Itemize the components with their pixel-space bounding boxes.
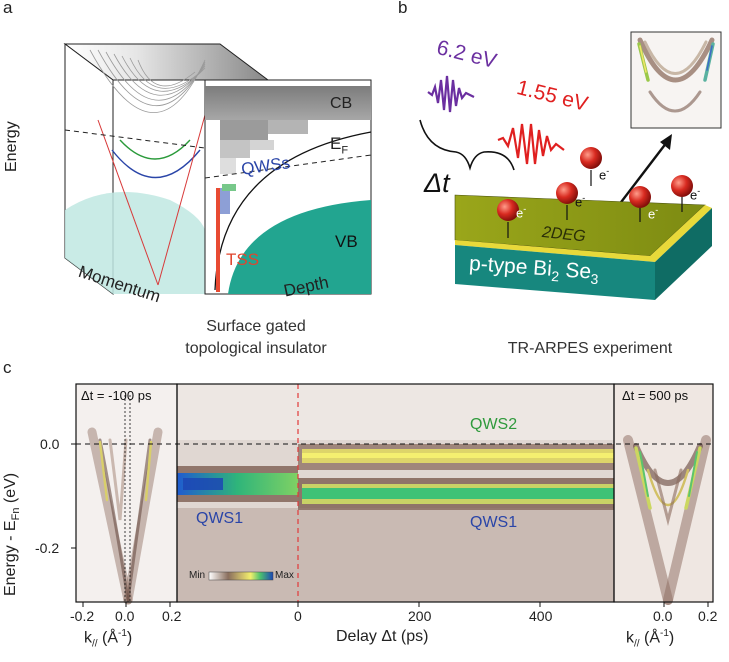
- colorbar-min-label: Min: [189, 570, 206, 581]
- material-sub-2: 3: [590, 270, 599, 288]
- left-k-close: ): [126, 629, 133, 647]
- right-k-close: ): [668, 629, 675, 647]
- electrons: [497, 147, 693, 238]
- slab-front: [455, 245, 655, 300]
- band-qws2-core: [302, 453, 614, 458]
- ef-label-sub: F: [341, 144, 349, 157]
- right-cb-steps: [220, 120, 308, 174]
- electron-label-3: e-: [599, 166, 609, 182]
- panel-c-letter: c: [3, 358, 12, 377]
- vb-label: VB: [335, 232, 358, 251]
- front-tss-left: [97, 119, 159, 286]
- electron-label-1: e-: [516, 204, 526, 220]
- ef-label-main: E: [330, 134, 342, 153]
- left-arpes-bands: [87, 427, 163, 605]
- front-vb-region: [65, 192, 205, 294]
- band-qws1-pre-core: [183, 478, 223, 490]
- left-k-unit: (Å: [97, 629, 119, 647]
- electron-label-1-e: e: [516, 205, 524, 221]
- electron-label-2-sup: -: [582, 193, 586, 203]
- y-axis-label-unit: (eV): [2, 472, 19, 508]
- arpes-image-bands: [637, 37, 715, 113]
- delay-brace: [419, 119, 515, 171]
- mid-xtick-2: 400: [529, 608, 553, 624]
- electron-label-3-sup: -: [606, 166, 610, 176]
- left-k-sup: -1: [118, 628, 127, 639]
- right-ef-line: [204, 154, 372, 179]
- y-axis-label-sub: Fn: [10, 507, 23, 521]
- electron-label-4-e: e: [648, 206, 656, 222]
- electron-label-2: e-: [575, 193, 585, 209]
- tss-label: TSS: [226, 250, 260, 269]
- slab-side: [655, 208, 712, 300]
- right-xtick-0: 0.0: [653, 608, 673, 624]
- delay-axis-label: Delay Δt (ps): [336, 628, 429, 645]
- axis-ticks: [71, 443, 709, 607]
- right-arpes-bands: [623, 435, 711, 605]
- electron-label-4: e-: [648, 205, 658, 221]
- purple-pulse: [427, 75, 475, 113]
- left-xtick-0: -0.2: [70, 608, 95, 624]
- electron-label-5-sup: -: [697, 186, 701, 196]
- qws1-right-label: QWS1: [470, 514, 518, 531]
- red-pulse: [497, 123, 565, 165]
- photoemission-arrowhead: [660, 134, 672, 150]
- ef-label: EF: [330, 134, 348, 156]
- right-qws-green-bar: [222, 184, 236, 191]
- right-k-sub: //: [634, 638, 640, 650]
- front-tss-right: [157, 114, 206, 286]
- colorbar: [208, 571, 274, 581]
- panel-b-caption: TR-ARPES experiment: [507, 340, 673, 357]
- band-qws1-post-core: [302, 488, 614, 499]
- mid-xtick-0: 0: [294, 608, 302, 624]
- colorbar-max-label: Max: [275, 570, 294, 581]
- right-panel-title: Δt = 500 ps: [622, 388, 689, 403]
- left-panel-title: Δt = -100 ps: [81, 388, 152, 403]
- front-ef-line: [64, 129, 206, 149]
- electron-label-3-e: e: [599, 167, 607, 183]
- delay-label: Δt: [424, 168, 450, 198]
- right-xtick-1: 0.2: [698, 608, 718, 624]
- panel-a-caption-1: Surface gated: [206, 318, 306, 335]
- electron-label-2-e: e: [575, 194, 583, 210]
- energy-axis-label: Energy: [3, 121, 20, 172]
- panel-a-letter: a: [3, 0, 13, 17]
- qws1-left-label: QWS1: [196, 510, 244, 527]
- cb-label: CB: [330, 95, 353, 112]
- right-k-main: k: [626, 629, 634, 647]
- material-mid: Se: [558, 258, 592, 284]
- front-qws-green: [119, 139, 191, 160]
- left-k-sub: //: [92, 638, 98, 650]
- electron-label-5: e-: [690, 186, 700, 202]
- electron-label-1-sup: -: [523, 204, 527, 214]
- left-k-main: k: [84, 629, 92, 647]
- left-k-label: k// (Å-1): [84, 628, 132, 650]
- panel-a-caption-2: topological insulator: [185, 340, 327, 357]
- right-k-sup: -1: [660, 628, 669, 639]
- left-arpes-bg: [76, 384, 177, 602]
- slab-yellow-edge: [455, 205, 712, 262]
- right-vb-region: [228, 200, 371, 294]
- y-axis-label-main: Energy - E: [2, 520, 19, 596]
- right-qws-blue-bar: [218, 188, 230, 214]
- left-xtick-1: 0.0: [115, 608, 135, 624]
- electron-label-5-e: e: [690, 187, 698, 203]
- mid-lower-shade: [177, 508, 614, 602]
- qws2-label: QWS2: [470, 416, 518, 433]
- ytick-0: 0.0: [40, 436, 60, 452]
- right-k-label: k// (Å-1): [626, 628, 674, 650]
- right-k-unit: (Å: [639, 629, 661, 647]
- front-parabolas: [89, 49, 206, 113]
- electron-label-4-sup: -: [655, 205, 659, 215]
- ytick-1: -0.2: [35, 540, 60, 556]
- mid-xtick-1: 200: [408, 608, 432, 624]
- material-main: p-type Bi: [468, 252, 553, 281]
- front-qws-blue: [111, 149, 201, 179]
- right-tss-bar: [216, 188, 220, 292]
- left-xtick-2: 0.2: [162, 608, 182, 624]
- y-axis-label: Energy - EFn (eV): [2, 473, 22, 596]
- right-cb-band: [205, 86, 371, 120]
- panel-b-letter: b: [398, 0, 408, 17]
